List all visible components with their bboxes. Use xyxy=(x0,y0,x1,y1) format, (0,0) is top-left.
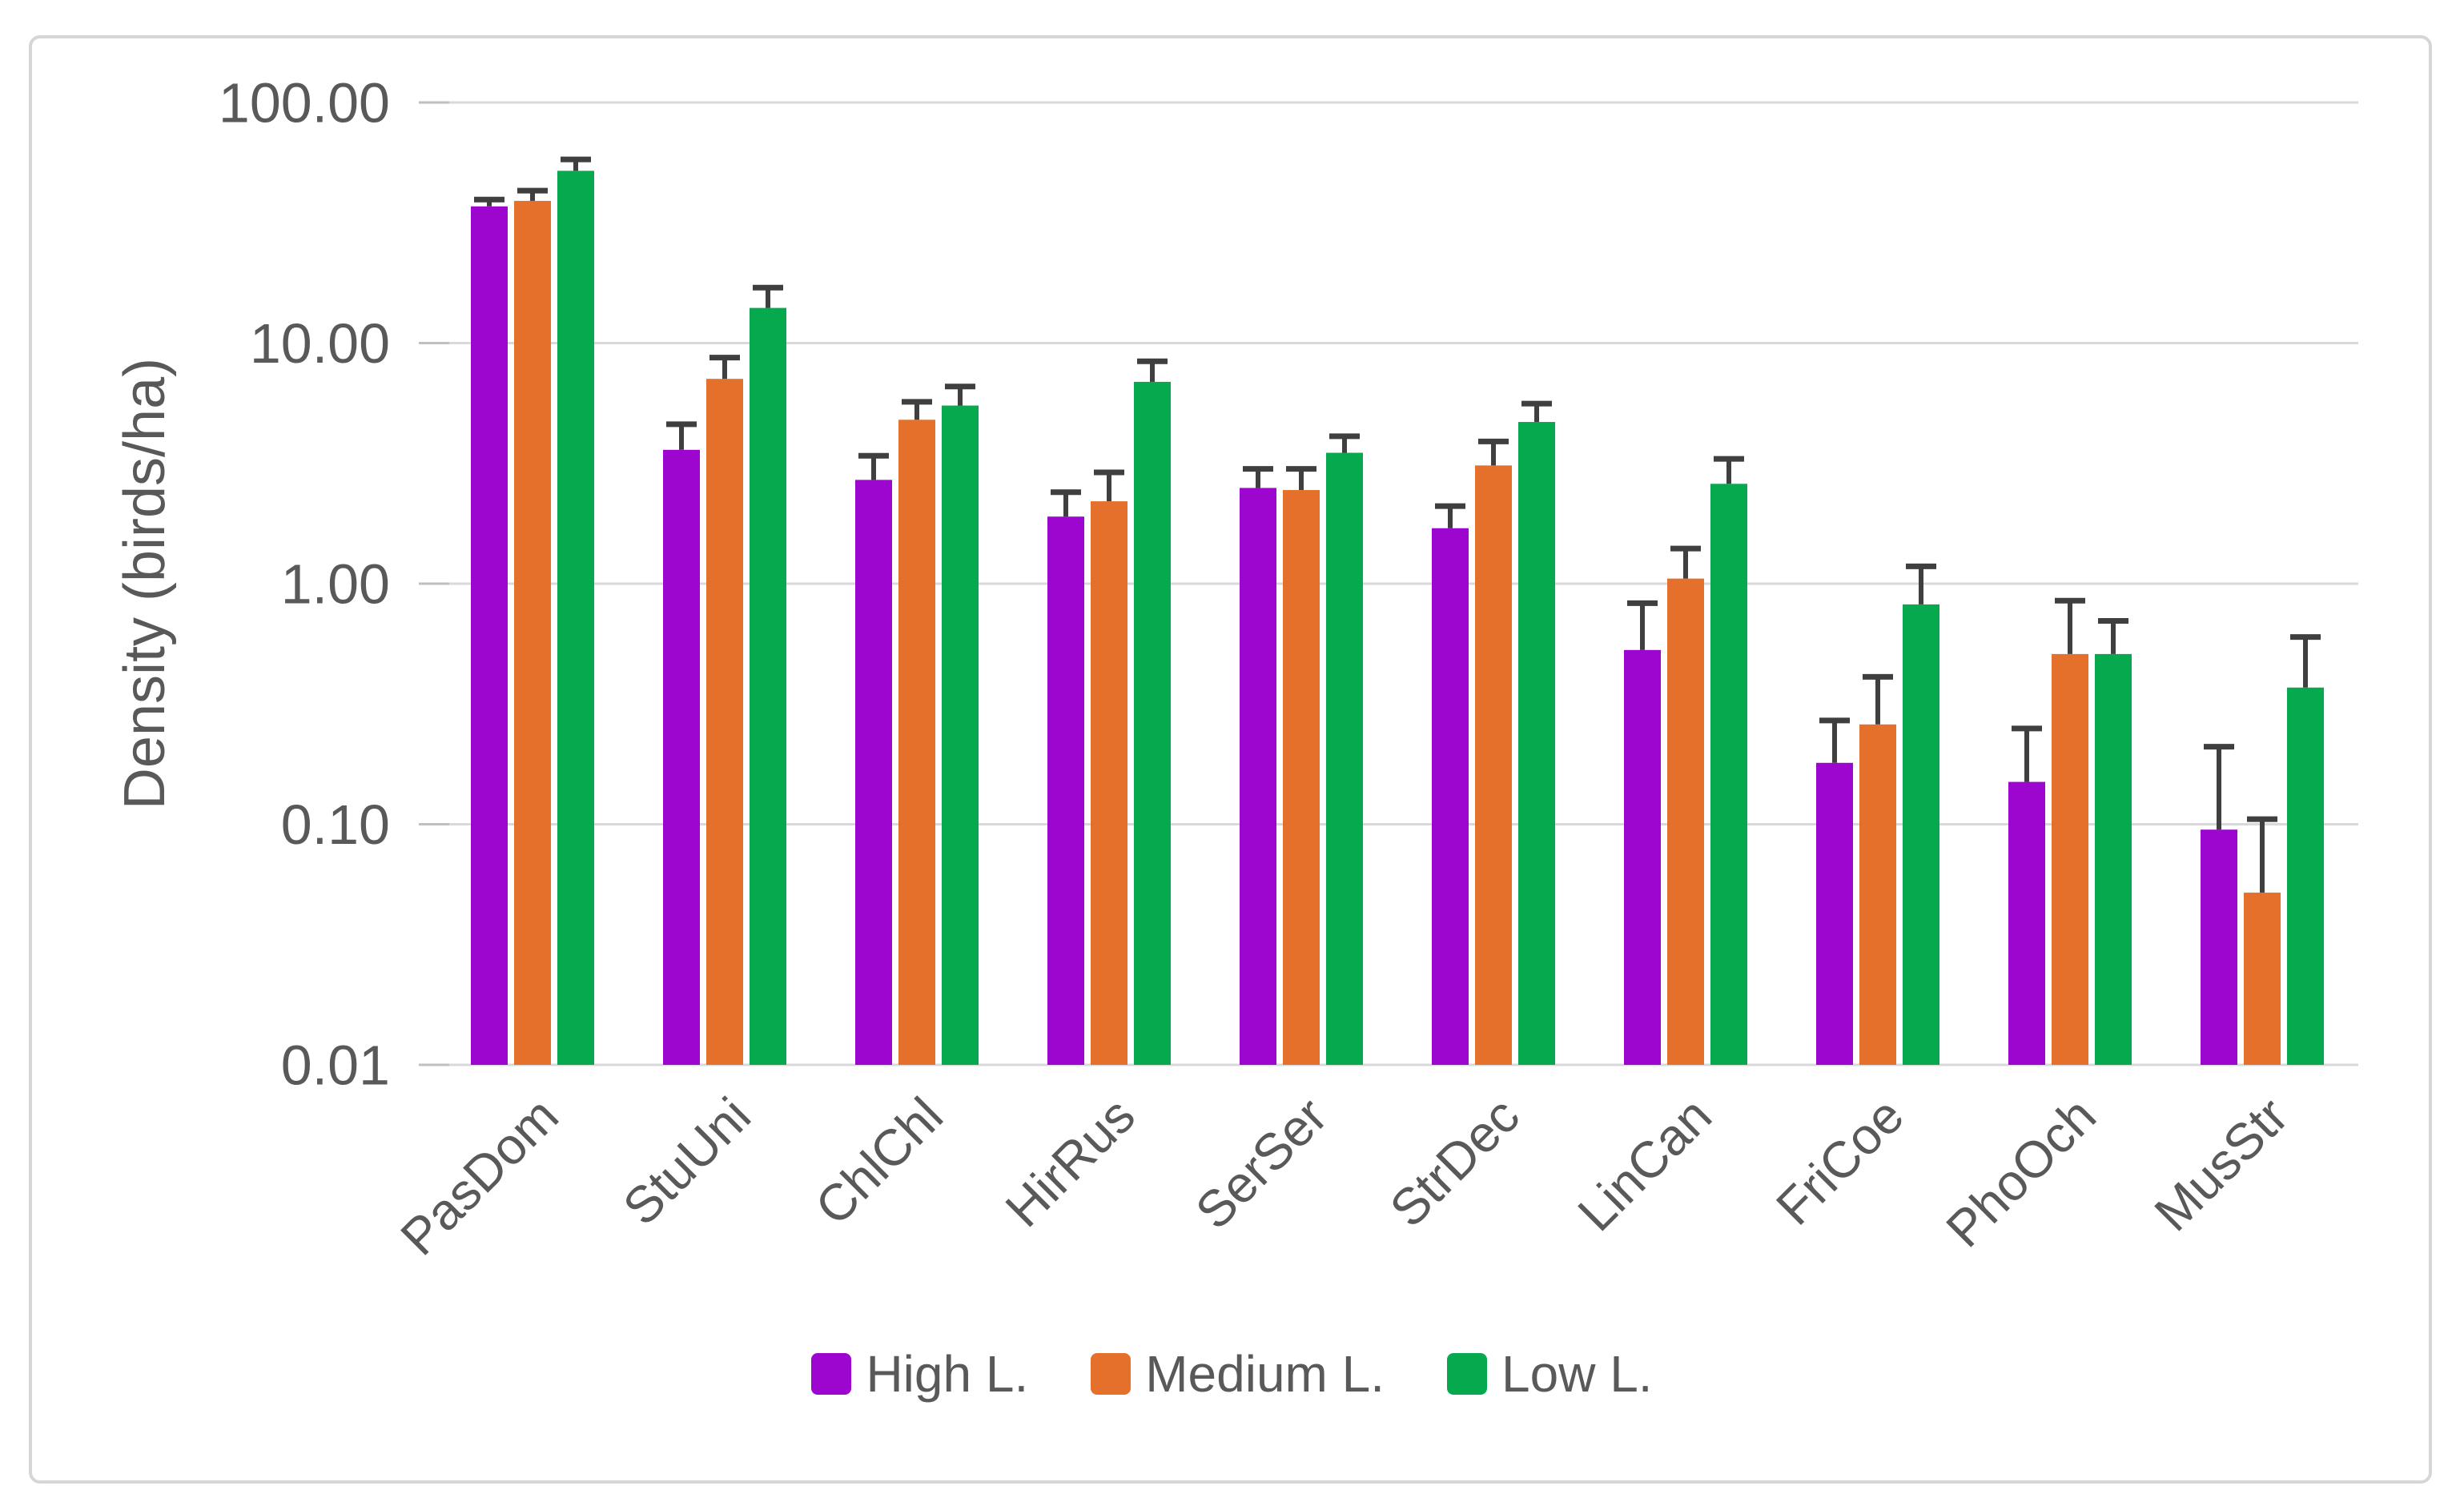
bar xyxy=(1667,578,1704,1065)
legend-item: High L. xyxy=(811,1344,1028,1404)
x-axis-label: FriCoe xyxy=(1765,1086,1915,1236)
chart-frame xyxy=(29,35,2432,1484)
legend-swatch-icon xyxy=(1091,1353,1132,1395)
x-axis-label: ChlChl xyxy=(804,1086,954,1236)
bar xyxy=(1091,501,1127,1065)
bar xyxy=(750,307,786,1066)
x-axis-label: SerSer xyxy=(1184,1086,1338,1240)
x-axis-label: MusStr xyxy=(2144,1086,2299,1242)
bar xyxy=(1903,604,1939,1065)
bar xyxy=(2095,653,2132,1065)
bar xyxy=(2201,829,2237,1065)
bar xyxy=(2008,781,2045,1065)
x-axis-labels: PasDom StuUni ChlChl HirRus SerSer StrDec LinC… xyxy=(389,1086,2298,1266)
bar xyxy=(1475,465,1512,1065)
bar xyxy=(1432,528,1469,1065)
legend-label: Medium L. xyxy=(1145,1345,1385,1403)
legend-item: Medium L. xyxy=(1091,1344,1385,1404)
legend: High L. Medium L. Low L. xyxy=(0,1335,2464,1412)
y-tick-label: 0.10 xyxy=(281,793,390,856)
bar xyxy=(1326,452,1363,1065)
bar xyxy=(1134,381,1171,1065)
bar xyxy=(706,379,743,1065)
y-tick-marks xyxy=(419,101,449,1066)
bars xyxy=(471,171,2324,1066)
bar xyxy=(2052,653,2088,1065)
bar xyxy=(1518,422,1555,1065)
bar xyxy=(471,206,508,1065)
bar xyxy=(855,480,892,1065)
bar xyxy=(942,405,979,1066)
bar xyxy=(1283,490,1320,1065)
bar xyxy=(514,200,551,1065)
bar xyxy=(1710,484,1747,1065)
y-tick-label: 1.00 xyxy=(281,553,390,616)
x-axis-label: StuUni xyxy=(612,1086,762,1236)
y-tick-label: 10.00 xyxy=(250,312,390,375)
x-axis-label: LinCan xyxy=(1567,1086,1722,1242)
bar xyxy=(2287,687,2324,1065)
bar xyxy=(898,420,935,1065)
legend-label: Low L. xyxy=(1501,1345,1653,1403)
y-tick-label: 100.00 xyxy=(219,72,390,135)
legend-swatch-icon xyxy=(811,1353,852,1395)
bar xyxy=(557,171,594,1066)
legend-label: High L. xyxy=(866,1345,1029,1403)
y-tick-labels: 100.00 10.00 1.00 0.10 0.01 xyxy=(219,72,390,1097)
x-axis-label: PhoOch xyxy=(1935,1086,2106,1258)
bar xyxy=(1816,762,1853,1065)
x-axis-label: HirRus xyxy=(995,1086,1146,1238)
y-tick-label: 0.01 xyxy=(281,1034,390,1097)
x-axis-label: StrDec xyxy=(1379,1086,1530,1238)
y-axis-title: Density (birds/ha) xyxy=(113,358,177,809)
bar xyxy=(663,449,700,1065)
legend-swatch-icon xyxy=(1447,1353,1487,1395)
bar xyxy=(1624,649,1661,1065)
error-bars xyxy=(474,156,2321,893)
bar xyxy=(1047,516,1084,1065)
legend-item: Low L. xyxy=(1447,1344,1653,1404)
bar xyxy=(1859,724,1896,1065)
bar xyxy=(2244,892,2281,1065)
x-axis-label: PasDom xyxy=(389,1086,569,1266)
bar xyxy=(1240,488,1276,1065)
